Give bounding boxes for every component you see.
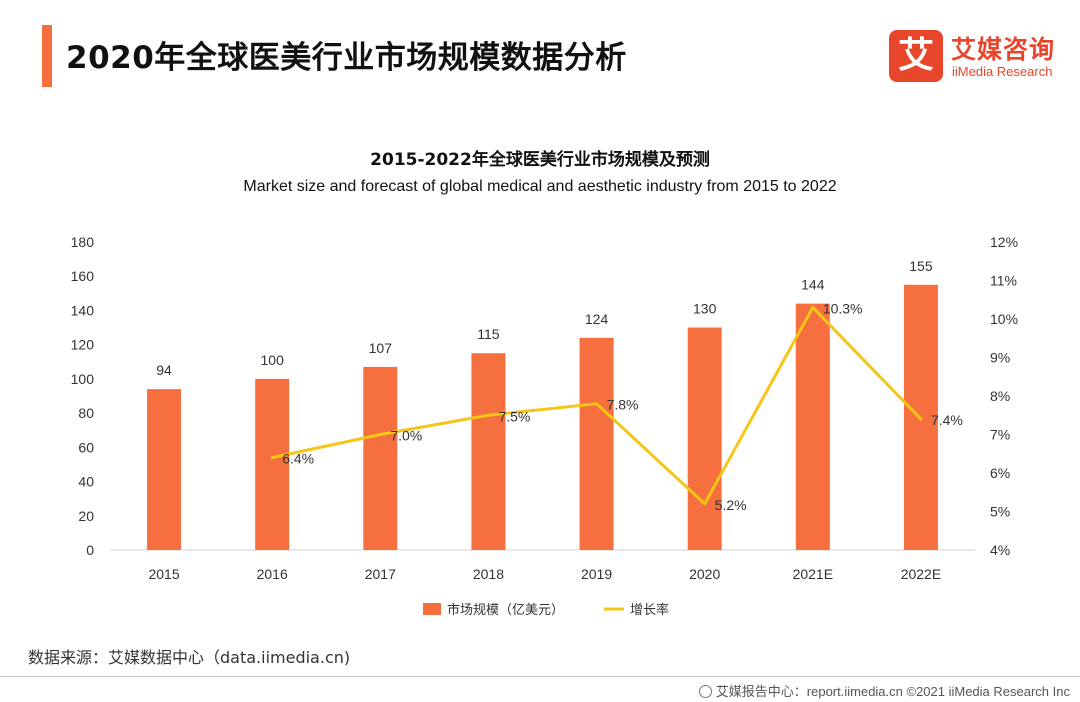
bar-value-label: 107 [369,340,393,356]
right-axis-tick-label: 7% [990,427,1010,443]
left-axis-tick-label: 80 [78,405,94,421]
chart-subtitle: Market size and forecast of global medic… [243,178,837,195]
logo-name-cn: 艾媒咨询 [951,35,1056,64]
right-axis-tick-label: 12% [990,234,1018,250]
bar-value-label: 124 [585,311,609,327]
x-axis-tick-label: 2018 [473,566,504,582]
bar [579,337,614,550]
legend-swatch-bar [423,603,441,615]
growth-rate-label: 7.5% [498,408,530,424]
legend-label-bar: 市场规模（亿美元） [447,602,564,618]
growth-rate-point [270,456,274,460]
x-axis-tick-label: 2022E [901,566,941,582]
bar [471,353,506,550]
footer-divider [0,676,1080,677]
logo-name-en: iiMedia Research [952,64,1053,79]
footer-text: 艾媒报告中心：report.iimedia.cn ©2021 iiMedia R… [715,684,1070,699]
growth-rate-point [595,402,599,406]
left-axis-tick-label: 40 [78,474,94,490]
left-axis-tick-label: 100 [71,371,95,387]
bar [687,327,722,550]
chart-title: 2015-2022年全球医美行业市场规模及预测 [370,150,710,170]
growth-rate-label: 7.0% [390,428,422,444]
x-axis-tick-label: 2017 [365,566,396,582]
right-axis-tick-label: 6% [990,465,1010,481]
left-axis-tick-label: 20 [78,508,94,524]
left-axis-tick-label: 60 [78,439,94,455]
page-title: 2020年全球医美行业市场规模数据分析 [66,40,627,76]
growth-rate-label: 6.4% [282,451,314,467]
left-axis-tick-label: 140 [71,302,95,318]
left-axis-tick-label: 160 [71,268,95,284]
x-axis-tick-label: 2016 [257,566,288,582]
right-axis-tick-label: 5% [990,504,1010,520]
x-axis-tick-label: 2015 [148,566,179,582]
left-axis-tick-label: 0 [86,542,94,558]
right-axis-tick-label: 10% [990,311,1018,327]
growth-rate-label: 10.3% [823,300,863,316]
bar-value-label: 130 [693,301,717,317]
bar [795,303,830,550]
right-axis-tick-label: 8% [990,388,1010,404]
x-axis-tick-label: 2019 [581,566,612,582]
bar-value-label: 94 [156,362,172,378]
growth-rate-point [378,433,382,436]
logo-mark-icon: 艾 [889,30,943,82]
bar [255,378,290,550]
right-axis-tick-label: 9% [990,350,1010,366]
data-source-note: 数据来源：艾媒数据中心（data.iimedia.cn) [28,648,351,667]
legend-label-line: 增长率 [630,602,669,618]
left-axis-tick-label: 180 [71,234,95,250]
bar [363,366,398,550]
bar [147,389,182,550]
bar-value-label: 100 [261,352,285,368]
right-axis-tick-label: 11% [990,273,1017,289]
growth-rate-point [919,417,923,421]
growth-rate-point [486,413,490,417]
left-axis-tick-label: 120 [71,337,95,353]
x-axis-tick-label: 2020 [689,566,720,582]
brand-logo: 艾 艾媒咨询 iiMedia Research [889,30,1069,84]
growth-rate-label: 7.4% [931,412,963,428]
globe-icon [698,685,712,698]
right-axis-tick-label: 4% [990,542,1010,558]
growth-rate-label: 7.8% [607,397,639,413]
bar-value-label: 115 [477,326,500,342]
growth-rate-label: 5.2% [715,497,747,513]
growth-rate-point [811,305,815,309]
bar-value-label: 144 [801,277,825,293]
title-accent-bar [42,25,52,87]
bar-value-label: 155 [909,258,933,274]
x-axis-tick-label: 2021E [793,566,833,582]
growth-rate-point [703,502,707,506]
footer: 艾媒报告中心：report.iimedia.cn ©2021 iiMedia R… [698,681,1070,700]
